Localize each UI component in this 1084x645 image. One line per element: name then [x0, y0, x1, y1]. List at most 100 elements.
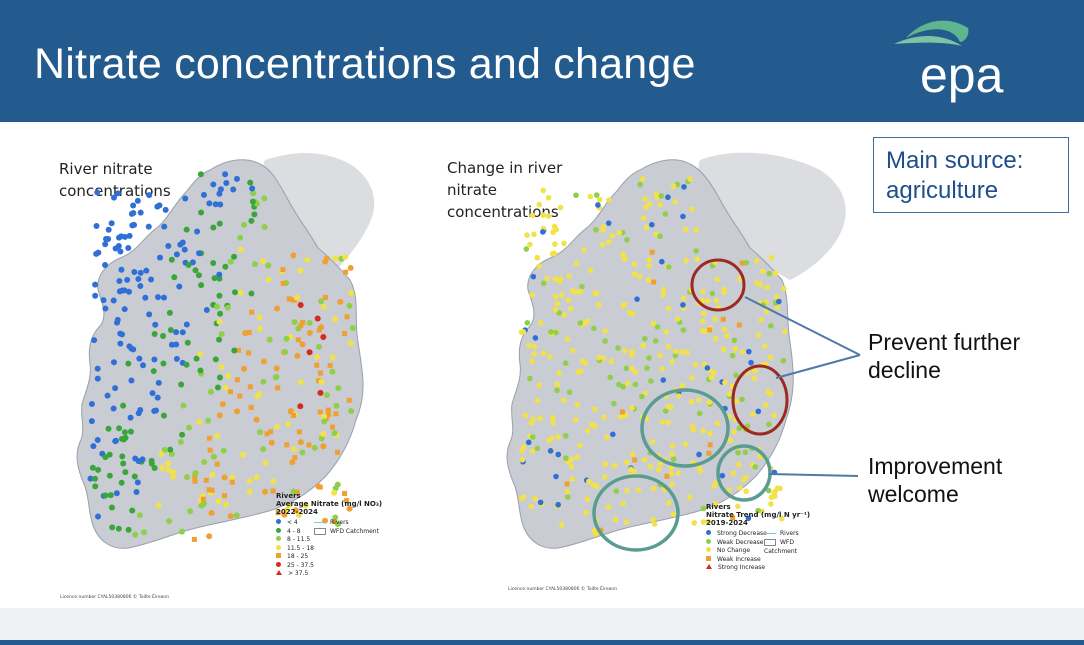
monitoring-point: [196, 250, 203, 257]
monitoring-point: [229, 474, 236, 481]
monitoring-point: [219, 401, 226, 408]
monitoring-point: [152, 321, 159, 328]
monitoring-point: [134, 197, 141, 204]
monitoring-point: [297, 378, 304, 385]
monitoring-point: [240, 221, 247, 228]
focus-circle-north: [690, 258, 746, 312]
monitoring-point: [518, 495, 525, 502]
monitoring-point: [216, 336, 223, 343]
slide-title: Nitrate concentrations and change: [34, 40, 696, 88]
monitoring-point: [554, 387, 560, 394]
monitoring-point: [780, 357, 787, 364]
monitoring-point: [522, 412, 529, 419]
monitoring-point: [261, 195, 268, 202]
monitoring-point: [772, 270, 779, 277]
monitoring-point: [763, 402, 769, 408]
monitoring-point: [102, 454, 109, 461]
monitoring-point: [640, 215, 647, 221]
monitoring-point: [634, 296, 640, 302]
monitoring-point: [659, 258, 665, 265]
monitoring-point: [681, 184, 687, 190]
monitoring-point: [261, 224, 268, 231]
monitoring-point: [108, 220, 115, 227]
monitoring-point: [654, 324, 661, 330]
monitoring-point: [280, 267, 286, 273]
footer-line: [0, 640, 1084, 645]
monitoring-point: [317, 389, 324, 396]
monitoring-point: [347, 340, 354, 347]
monitoring-point: [292, 507, 299, 514]
monitoring-point: [602, 338, 608, 344]
monitoring-point: [205, 417, 212, 424]
monitoring-point: [222, 493, 228, 499]
monitoring-point: [639, 176, 646, 182]
monitoring-point: [275, 510, 281, 516]
monitoring-point: [525, 439, 532, 446]
monitoring-point: [745, 515, 752, 522]
monitoring-point: [748, 359, 754, 366]
monitoring-point: [92, 483, 99, 490]
monitoring-point: [94, 375, 101, 382]
monitoring-point: [206, 487, 212, 493]
monitoring-point: [222, 384, 229, 391]
monitoring-point: [553, 329, 559, 336]
monitoring-point: [197, 351, 204, 358]
monitoring-point: [216, 412, 223, 419]
monitoring-point: [561, 312, 568, 318]
monitoring-point: [691, 520, 698, 526]
monitoring-point: [550, 420, 556, 426]
monitoring-point: [605, 220, 612, 226]
improve-line-1: Improvement: [868, 453, 1003, 479]
monitoring-point: [526, 342, 532, 349]
monitoring-point: [617, 414, 624, 420]
monitoring-point: [240, 451, 247, 458]
monitoring-point: [198, 282, 205, 289]
monitoring-point: [644, 365, 650, 371]
monitoring-point: [177, 438, 184, 445]
monitoring-point: [739, 349, 746, 355]
monitoring-point: [197, 171, 204, 178]
monitoring-point: [124, 276, 131, 283]
monitoring-point: [736, 425, 743, 432]
monitoring-point: [316, 378, 322, 384]
monitoring-point: [548, 329, 554, 335]
monitoring-point: [611, 400, 617, 407]
monitoring-point: [335, 449, 341, 455]
monitoring-point: [173, 329, 180, 336]
monitoring-point: [116, 288, 123, 295]
monitoring-point: [237, 234, 244, 241]
monitoring-point: [540, 187, 546, 194]
monitoring-point: [530, 273, 537, 280]
monitoring-point: [650, 516, 656, 523]
monitoring-point: [151, 356, 158, 363]
monitoring-point: [753, 280, 760, 286]
monitoring-point: [236, 347, 242, 353]
monitoring-point: [619, 409, 625, 415]
monitoring-point: [706, 399, 713, 405]
monitoring-point: [183, 226, 190, 233]
monitoring-point: [647, 201, 653, 207]
monitoring-point: [665, 305, 672, 312]
monitoring-point: [612, 516, 619, 523]
left-legend-item-5: 25 - 37.5: [276, 561, 382, 571]
monitoring-point: [287, 408, 294, 415]
monitoring-point: [210, 181, 217, 188]
monitoring-point: [209, 471, 216, 478]
monitoring-point: [299, 341, 306, 348]
monitoring-point: [558, 292, 565, 298]
monitoring-point: [768, 323, 774, 329]
monitoring-point: [115, 525, 122, 532]
monitoring-point: [665, 194, 671, 201]
monitoring-point: [89, 464, 96, 471]
monitoring-point: [529, 358, 535, 365]
monitoring-point: [95, 249, 102, 256]
monitoring-point: [323, 392, 330, 399]
monitoring-point: [556, 310, 562, 316]
monitoring-point: [610, 431, 616, 438]
monitoring-point: [129, 507, 136, 514]
monitoring-point: [117, 248, 124, 255]
monitoring-point: [624, 459, 630, 466]
monitoring-point: [265, 276, 272, 283]
left-legend-title-3: 2022-2024: [276, 508, 318, 516]
right-label-line-1: Change in river: [447, 159, 563, 177]
